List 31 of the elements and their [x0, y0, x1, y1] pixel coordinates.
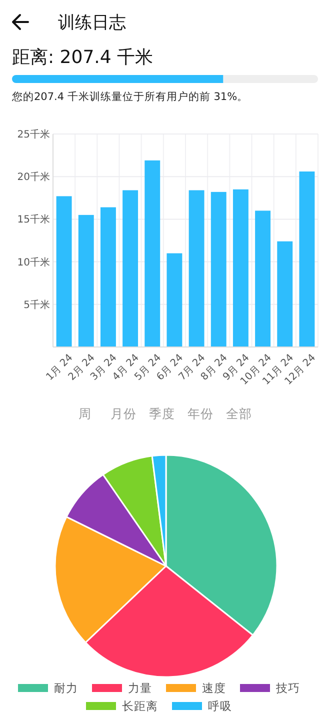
bar — [277, 241, 293, 347]
bar — [255, 210, 271, 347]
legend-label: 长距离 — [122, 699, 158, 714]
bar — [144, 160, 160, 347]
legend-label: 呼吸 — [208, 699, 232, 714]
bar — [166, 253, 182, 347]
y-tick-label: 5千米 — [24, 298, 50, 311]
legend-label: 速度 — [202, 681, 226, 696]
text: 您的207.4 千米训练量位于所有用户的前 31%。 — [11, 90, 248, 103]
legend-label: 技巧 — [275, 681, 300, 696]
text: 全部 — [226, 406, 252, 421]
y-tick-label: 25千米 — [17, 128, 50, 140]
bar — [210, 192, 226, 347]
legend-label: 耐力 — [54, 681, 78, 696]
bar — [78, 214, 94, 347]
y-tick-label: 20千米 — [17, 171, 50, 184]
legend-label: 力量 — [128, 681, 152, 696]
bar — [100, 207, 116, 347]
text: 周 — [78, 406, 92, 421]
y-tick-label: 15千米 — [17, 214, 50, 226]
text: 季度 — [149, 406, 175, 421]
bar — [56, 196, 72, 347]
bar — [299, 171, 315, 347]
y-tick-label: 10千米 — [17, 256, 50, 268]
chart-subtitle: 距离: 207.4 千米 — [12, 47, 154, 68]
bar — [232, 189, 248, 347]
chart-title: 训练日志 — [58, 13, 126, 33]
text: 月份 — [110, 406, 136, 421]
text: 年份 — [188, 406, 214, 421]
bar — [188, 190, 204, 347]
bar — [122, 190, 138, 347]
